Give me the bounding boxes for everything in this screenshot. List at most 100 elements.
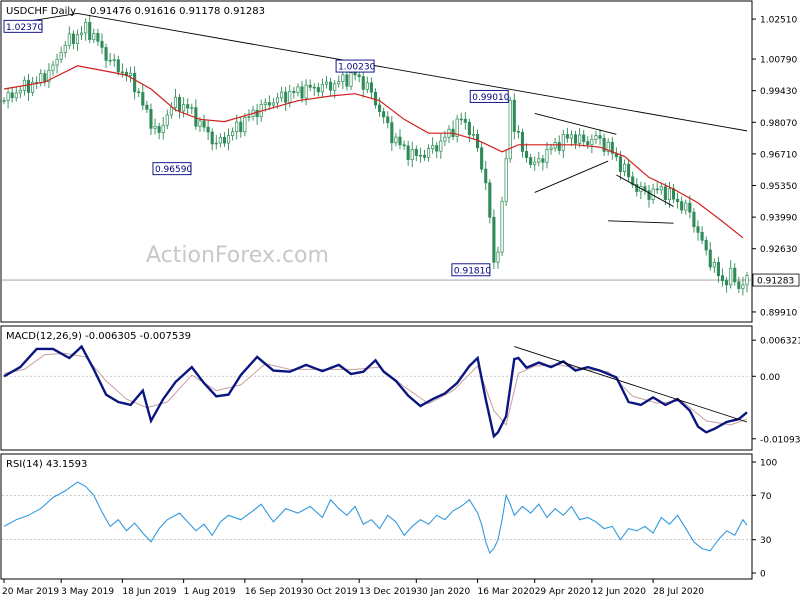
candle-body bbox=[422, 154, 427, 158]
candle-body bbox=[578, 134, 582, 144]
candle-body bbox=[296, 86, 300, 93]
chart-symbol-label: USDCHF Daily bbox=[6, 6, 76, 17]
candle-body bbox=[410, 148, 414, 160]
candle-body bbox=[708, 249, 712, 268]
candle-body bbox=[116, 59, 120, 73]
candle-body bbox=[63, 44, 67, 53]
price-trendline bbox=[608, 220, 674, 224]
candle-body bbox=[369, 82, 373, 93]
candle-body bbox=[582, 134, 586, 142]
candle-body bbox=[561, 134, 565, 151]
candle-body bbox=[271, 102, 275, 106]
candle-body bbox=[382, 111, 386, 118]
x-tick-label: 28 Jul 2020 bbox=[653, 587, 704, 597]
price-tick-label: 1.02510 bbox=[760, 16, 797, 26]
price-trendline bbox=[534, 160, 609, 193]
candle-body bbox=[602, 137, 606, 152]
candle-body bbox=[312, 86, 316, 89]
candle-body bbox=[353, 72, 357, 76]
x-tick-label: 3 May 2019 bbox=[61, 587, 114, 597]
candle-body bbox=[688, 202, 692, 213]
candle-body bbox=[304, 84, 308, 99]
candle-body bbox=[231, 131, 235, 136]
x-tick-label: 12 Jun 2020 bbox=[592, 587, 646, 597]
macd-panel-frame bbox=[0, 325, 753, 451]
candle-body bbox=[488, 182, 492, 218]
price-level-label: 0.91810 bbox=[454, 266, 491, 276]
candle-body bbox=[300, 86, 304, 99]
candle-body bbox=[198, 120, 202, 127]
candle-body bbox=[443, 136, 447, 142]
candle-body bbox=[47, 69, 51, 83]
candle-body bbox=[80, 32, 84, 36]
price-level-box bbox=[335, 59, 375, 73]
candle-body bbox=[733, 267, 737, 283]
x-tick-label: 13 Dec 2019 bbox=[359, 587, 417, 597]
candle-body bbox=[333, 83, 337, 91]
candle-body bbox=[88, 22, 92, 40]
price-level-box bbox=[451, 263, 491, 277]
candle-body bbox=[361, 76, 365, 90]
candle-body bbox=[59, 52, 63, 60]
candle-body bbox=[439, 140, 443, 152]
candle-body bbox=[435, 145, 439, 152]
candle-body bbox=[308, 84, 312, 88]
macd-title: MACD(12,26,9) -0.006305 -0.007539 bbox=[6, 331, 191, 342]
candle-body bbox=[210, 131, 214, 145]
candle-body bbox=[218, 136, 222, 144]
price-level-label: 0.96590 bbox=[155, 165, 192, 175]
candle-body bbox=[700, 231, 704, 241]
candle-body bbox=[504, 158, 508, 202]
current-price-label: 0.91283 bbox=[757, 277, 794, 287]
candle-body bbox=[549, 147, 553, 150]
candle-body bbox=[222, 136, 227, 144]
candle-body bbox=[145, 104, 149, 110]
candle-body bbox=[67, 33, 71, 46]
price-level-label: 1.00230 bbox=[338, 63, 375, 73]
candle-body bbox=[329, 81, 333, 91]
macd-trendline bbox=[514, 346, 748, 423]
candle-body bbox=[663, 186, 667, 201]
candle-body bbox=[26, 79, 31, 93]
candle-body bbox=[202, 120, 206, 128]
candle-body bbox=[255, 109, 259, 118]
candle-body bbox=[598, 135, 602, 139]
x-tick-label: 29 Apr 2020 bbox=[535, 587, 591, 597]
candle-body bbox=[529, 157, 533, 165]
macd-line bbox=[3, 344, 748, 439]
candle-body bbox=[149, 108, 153, 129]
price-tick-label: 0.99430 bbox=[760, 87, 797, 97]
rsi-title: RSI(14) 43.1593 bbox=[6, 459, 87, 470]
candle-body bbox=[737, 281, 741, 289]
price-level-box bbox=[152, 162, 192, 176]
rsi-tick-label: 70 bbox=[760, 492, 772, 502]
candle-body bbox=[545, 149, 549, 163]
candle-body bbox=[18, 90, 22, 94]
candle-body bbox=[153, 126, 157, 129]
candle-body bbox=[406, 145, 410, 160]
macd-tick-label: 0.006321 bbox=[760, 337, 800, 347]
candle-body bbox=[365, 82, 369, 90]
x-tick-label: 1 Aug 2019 bbox=[184, 587, 236, 597]
candle-body bbox=[484, 168, 488, 184]
candle-body bbox=[455, 118, 459, 137]
candle-body bbox=[337, 81, 341, 85]
candle-body bbox=[267, 102, 271, 106]
candle-body bbox=[684, 202, 688, 211]
candle-body bbox=[292, 91, 296, 93]
candle-body bbox=[716, 261, 720, 277]
candle-body bbox=[182, 104, 186, 112]
candle-body bbox=[349, 72, 353, 87]
macd-tick-label: 0.00 bbox=[760, 373, 780, 383]
price-tick-label: 0.92630 bbox=[760, 245, 797, 255]
candle-body bbox=[275, 97, 280, 104]
candle-body bbox=[235, 121, 239, 133]
candle-body bbox=[71, 33, 75, 44]
price-level-box bbox=[3, 19, 43, 33]
rsi-tick-label: 100 bbox=[760, 459, 777, 469]
x-tick-label: 18 Jun 2019 bbox=[122, 587, 176, 597]
candle-body bbox=[206, 126, 210, 133]
candlestick-series bbox=[2, 14, 749, 296]
